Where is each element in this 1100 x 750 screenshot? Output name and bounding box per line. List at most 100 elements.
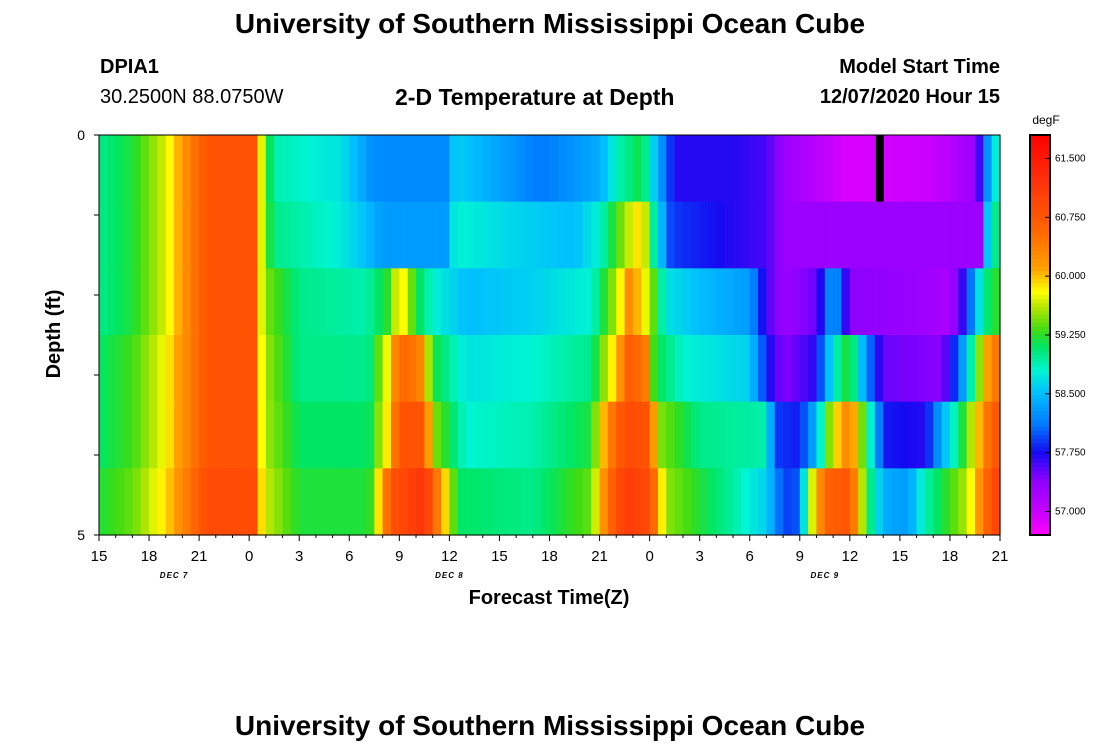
heatmap-cell: [382, 468, 392, 536]
heatmap-cell: [774, 468, 784, 536]
heatmap-cell: [265, 201, 275, 269]
heatmap-cell: [524, 201, 534, 269]
y-axis-label: Depth (ft): [43, 290, 65, 379]
heatmap-cell: [315, 201, 325, 269]
heatmap-cell: [340, 401, 350, 469]
heatmap-cell: [657, 401, 667, 469]
heatmap-cell: [165, 401, 175, 469]
heatmap-cell: [474, 401, 484, 469]
x-tick-label: 18: [541, 548, 558, 565]
colorbar-segment: [1030, 163, 1050, 168]
footer-title: University of Southern Mississippi Ocean…: [234, 710, 866, 741]
heatmap-cell: [332, 401, 342, 469]
heatmap-cell: [516, 135, 526, 203]
heatmap-cell: [482, 401, 492, 469]
heatmap-cell: [566, 335, 576, 403]
heatmap-cell: [808, 201, 818, 269]
heatmap-cell: [908, 135, 918, 203]
heatmap-cell: [215, 401, 225, 469]
heatmap-cell: [924, 401, 934, 469]
heatmap-cell: [232, 468, 242, 536]
heatmap-cell: [949, 468, 959, 536]
heatmap-cell: [924, 468, 934, 536]
colorbar-segment: [1030, 231, 1050, 236]
heatmap-cell: [215, 335, 225, 403]
colorbar-segment: [1030, 403, 1050, 408]
colorbar-label: 58.500: [1055, 389, 1086, 400]
heatmap-cell: [332, 268, 342, 336]
heatmap-cell: [691, 135, 701, 203]
heatmap-cell: [824, 268, 834, 336]
heatmap-cell: [741, 468, 751, 536]
heatmap-cell: [682, 468, 692, 536]
heatmap-cell: [249, 201, 259, 269]
colorbar-segment: [1030, 207, 1050, 212]
colorbar-segment: [1030, 487, 1050, 492]
heatmap-cell: [724, 468, 734, 536]
heatmap-cell: [466, 201, 476, 269]
heatmap-cell: [424, 268, 434, 336]
heatmap-cell: [616, 268, 626, 336]
heatmap-cell: [557, 401, 567, 469]
heatmap-cell: [441, 135, 450, 203]
heatmap-cell: [374, 135, 384, 203]
heatmap-cell: [174, 468, 184, 536]
x-tick-label: 15: [892, 548, 909, 565]
heatmap-cell: [249, 268, 259, 336]
heatmap-cell: [257, 268, 267, 336]
heatmap-cell: [866, 201, 876, 269]
heatmap-cell: [983, 268, 993, 336]
x-tick-label: 15: [91, 548, 108, 565]
heatmap-cell: [582, 268, 592, 336]
heatmap-cell: [416, 135, 425, 203]
heatmap-cell: [149, 335, 158, 403]
heatmap-cell: [441, 468, 450, 536]
heatmap-cell: [799, 268, 809, 336]
heatmap-cell: [324, 201, 334, 269]
heatmap-cell: [99, 268, 108, 336]
heatmap-cell: [157, 268, 167, 336]
heatmap-cell: [399, 401, 409, 469]
page-title: University of Southern Mississippi Ocean…: [234, 8, 866, 39]
heatmap-cell: [591, 401, 601, 469]
heatmap-cell: [774, 135, 784, 203]
heatmap-cell: [541, 135, 551, 203]
heatmap-cell: [841, 468, 851, 536]
colorbar-label: 57.750: [1055, 448, 1086, 459]
heatmap-cell: [257, 468, 267, 536]
heatmap-cell: [991, 135, 1001, 203]
heatmap-cell: [666, 268, 676, 336]
heatmap-cell: [974, 268, 984, 336]
heatmap-cell: [941, 401, 951, 469]
heatmap-cell: [833, 135, 843, 203]
heatmap-cell: [591, 201, 601, 269]
heatmap-cell: [432, 135, 442, 203]
heatmap-cell: [891, 335, 901, 403]
heatmap-cell: [516, 268, 526, 336]
heatmap-cell: [357, 335, 367, 403]
heatmap-cell: [207, 401, 217, 469]
heatmap-cell: [307, 468, 317, 536]
colorbar-segment: [1030, 203, 1050, 208]
colorbar-segment: [1030, 303, 1050, 308]
heatmap-cell: [657, 201, 667, 269]
heatmap-cell: [516, 335, 526, 403]
model-start-value: 12/07/2020 Hour 15: [819, 86, 1000, 108]
heatmap-cell: [708, 335, 717, 403]
heatmap-cell: [441, 335, 450, 403]
heatmap-cell: [315, 401, 325, 469]
colorbar-segment: [1030, 367, 1050, 372]
heatmap-cell: [816, 135, 826, 203]
heatmap-cell: [466, 335, 476, 403]
heatmap-cell: [99, 335, 108, 403]
heatmap-cell: [899, 268, 909, 336]
heatmap-cell: [724, 268, 734, 336]
colorbar-segment: [1030, 147, 1050, 152]
heatmap-cell: [432, 268, 442, 336]
heatmap-cell: [924, 201, 934, 269]
heatmap-cell: [641, 401, 651, 469]
heatmap-cell: [674, 335, 684, 403]
heatmap-cell: [691, 201, 701, 269]
heatmap-cell: [607, 401, 617, 469]
heatmap-cell: [374, 268, 384, 336]
